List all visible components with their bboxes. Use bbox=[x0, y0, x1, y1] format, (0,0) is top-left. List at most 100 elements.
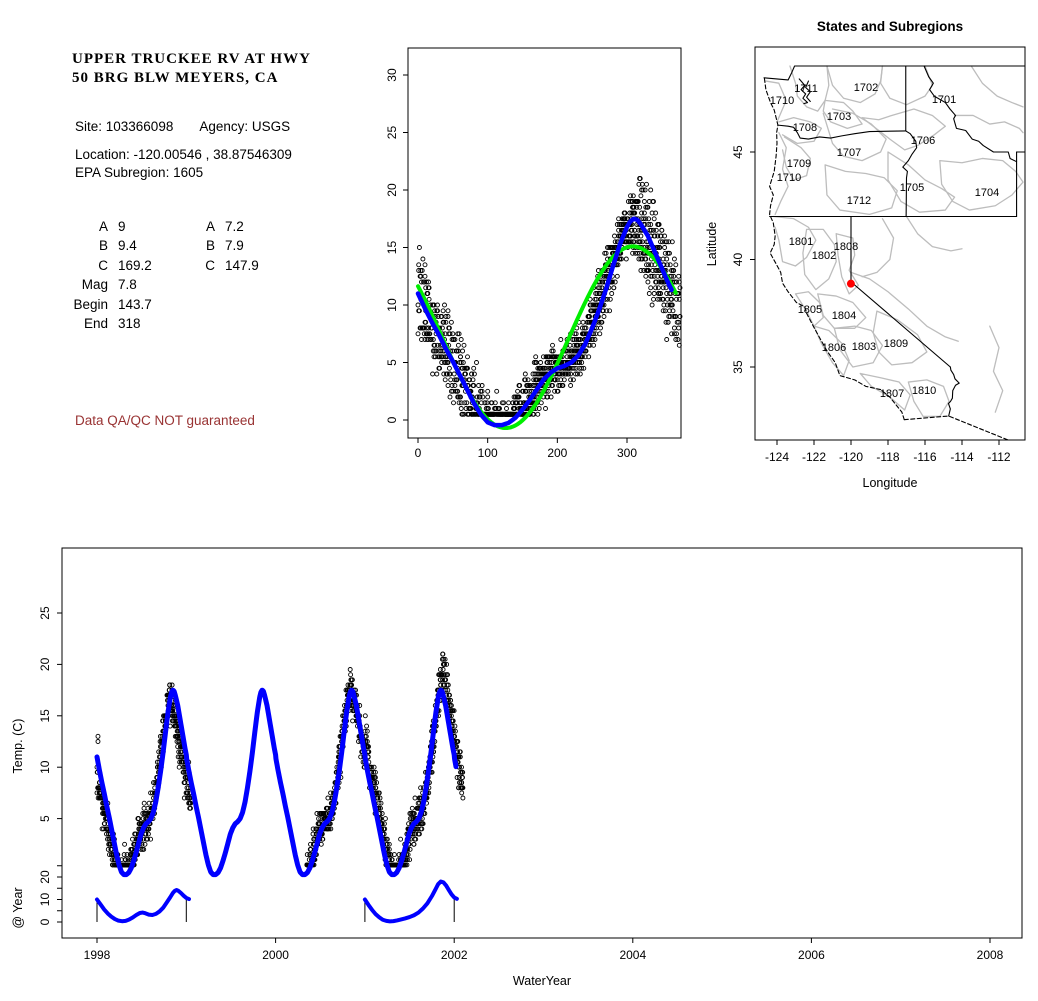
param-label: C bbox=[98, 257, 108, 273]
state-borders bbox=[763, 65, 1025, 440]
svg-text:2008: 2008 bbox=[977, 948, 1004, 962]
svg-text:20: 20 bbox=[385, 183, 399, 197]
fit-params-right-column: A 7.2 B 7.9 C 147.9 bbox=[147, 219, 259, 277]
svg-text:15: 15 bbox=[38, 709, 52, 723]
subregion-borders bbox=[765, 65, 1024, 418]
subregion-label: 1809 bbox=[884, 338, 908, 350]
subregion-label: 1708 bbox=[793, 122, 817, 134]
svg-text:40: 40 bbox=[731, 253, 745, 267]
param-label: Mag bbox=[81, 277, 108, 293]
station-title: UPPER TRUCKEE RV AT HWY 50 BRG BLW MEYER… bbox=[72, 50, 311, 88]
subregion-label: 1806 bbox=[822, 342, 846, 354]
timeseries-x-axis-label: WaterYear bbox=[513, 974, 571, 988]
param-label: Begin bbox=[73, 296, 108, 312]
svg-text:2002: 2002 bbox=[441, 948, 468, 962]
svg-text:45: 45 bbox=[731, 145, 745, 159]
states-subregions-map: 1711171017021701170317081706170717091710… bbox=[731, 46, 1026, 464]
qa-warning: Data QA/QC NOT guaranteed bbox=[75, 413, 255, 428]
svg-text:1998: 1998 bbox=[84, 948, 111, 962]
subregion-label: 1710 bbox=[770, 95, 794, 107]
svg-text:-118: -118 bbox=[876, 450, 899, 464]
param-row: Mag 7.8 bbox=[40, 277, 152, 296]
svg-text:25: 25 bbox=[38, 606, 52, 620]
subregion-label: 1712 bbox=[847, 195, 871, 207]
param-value: 318 bbox=[118, 315, 141, 331]
subregion-label: 1803 bbox=[852, 341, 876, 353]
blue-seasonal-fit-curve bbox=[415, 216, 674, 428]
param-value: 169.2 bbox=[118, 257, 152, 273]
station-title-line1: UPPER TRUCKEE RV AT HWY bbox=[72, 51, 311, 67]
param-row: Begin 143.7 bbox=[40, 296, 152, 316]
site-agency-line: Site: 103366098 Agency: USGS bbox=[75, 119, 290, 134]
station-info-panel: UPPER TRUCKEE RV AT HWY 50 BRG BLW MEYER… bbox=[0, 0, 380, 500]
svg-text:30: 30 bbox=[385, 68, 399, 82]
map-x-axis-label: Longitude bbox=[863, 476, 918, 490]
subregion-label: 1702 bbox=[854, 82, 878, 94]
subregion-label: 1704 bbox=[975, 187, 999, 199]
svg-text:-124: -124 bbox=[765, 450, 789, 464]
green-sine-fit-curve bbox=[416, 244, 678, 431]
param-label: A bbox=[205, 219, 215, 234]
map-y-axis-label: Latitude bbox=[705, 222, 719, 267]
subregion-label: 1707 bbox=[837, 147, 861, 159]
subregion-label: 1701 bbox=[932, 94, 956, 106]
svg-text:-120: -120 bbox=[839, 450, 863, 464]
param-label: End bbox=[83, 315, 108, 331]
svg-text:0: 0 bbox=[38, 918, 52, 925]
svg-text:-114: -114 bbox=[950, 450, 973, 464]
site-id: Site: 103366098 bbox=[75, 119, 174, 134]
subregion-label: 1706 bbox=[911, 135, 935, 147]
subregion-label: 1805 bbox=[798, 304, 822, 316]
seasonal-fit-plot: 0 100 200 300 0 5 10 15 20 25 30 bbox=[385, 47, 683, 460]
timeseries-sub-axis-label: @ Year bbox=[11, 887, 25, 928]
subregion-label: 1710 bbox=[777, 172, 801, 184]
param-row: End 318 bbox=[40, 316, 152, 335]
amplitude-subcurve bbox=[362, 879, 459, 924]
subregion-label: 1807 bbox=[880, 388, 904, 400]
svg-text:20: 20 bbox=[38, 870, 52, 884]
param-value: 9.4 bbox=[118, 238, 137, 254]
svg-text:5: 5 bbox=[38, 815, 52, 822]
subregion-label: 1703 bbox=[827, 111, 851, 123]
param-value: 143.7 bbox=[118, 296, 152, 312]
epa-subregion-line: EPA Subregion: 1605 bbox=[75, 165, 204, 180]
svg-text:5: 5 bbox=[385, 359, 399, 366]
svg-text:-112: -112 bbox=[987, 450, 1010, 464]
timeseries-y-axis-label: Temp. (C) bbox=[11, 719, 25, 774]
param-row: C 169.2 bbox=[40, 258, 152, 277]
site-location-dot bbox=[846, 279, 855, 288]
svg-text:300: 300 bbox=[617, 446, 637, 460]
fit-params-left-column: A 9 B 9.4 C 169.2 Mag 7.8 Begin 143.7 End 318 bbox=[40, 219, 152, 335]
svg-text:-122: -122 bbox=[802, 450, 826, 464]
svg-text:10: 10 bbox=[385, 298, 399, 312]
svg-text:0: 0 bbox=[415, 446, 422, 460]
subregion-label: 1709 bbox=[787, 158, 811, 170]
location-line: Location: -120.00546 , 38.87546309 bbox=[75, 147, 292, 162]
param-label: B bbox=[205, 238, 215, 254]
svg-text:2004: 2004 bbox=[619, 948, 646, 962]
subregion-label: 1705 bbox=[900, 182, 924, 194]
svg-text:100: 100 bbox=[478, 446, 498, 460]
subregion-labels: 1711171017021701170317081706170717091710… bbox=[770, 82, 999, 400]
param-row: B 9.4 bbox=[40, 238, 152, 257]
svg-text:15: 15 bbox=[385, 241, 399, 255]
svg-text:20: 20 bbox=[38, 657, 52, 671]
subregion-label: 1804 bbox=[832, 310, 856, 322]
param-value: 7.8 bbox=[118, 277, 137, 293]
svg-text:-116: -116 bbox=[913, 450, 936, 464]
subregion-label: 1802 bbox=[812, 250, 836, 262]
param-row: C 147.9 bbox=[147, 258, 259, 277]
param-value: 147.9 bbox=[225, 257, 259, 273]
station-title-line2: 50 BRG BLW MEYERS, CA bbox=[72, 70, 279, 86]
svg-text:200: 200 bbox=[547, 446, 567, 460]
param-label: C bbox=[205, 257, 215, 273]
subregion-label: 1810 bbox=[912, 385, 936, 397]
svg-text:35: 35 bbox=[731, 360, 745, 374]
blue-fit-curve-repeated bbox=[94, 687, 459, 878]
param-label: A bbox=[98, 219, 108, 234]
svg-text:10: 10 bbox=[38, 893, 52, 907]
amplitude-subcurve bbox=[95, 888, 191, 924]
svg-text:2000: 2000 bbox=[262, 948, 289, 962]
